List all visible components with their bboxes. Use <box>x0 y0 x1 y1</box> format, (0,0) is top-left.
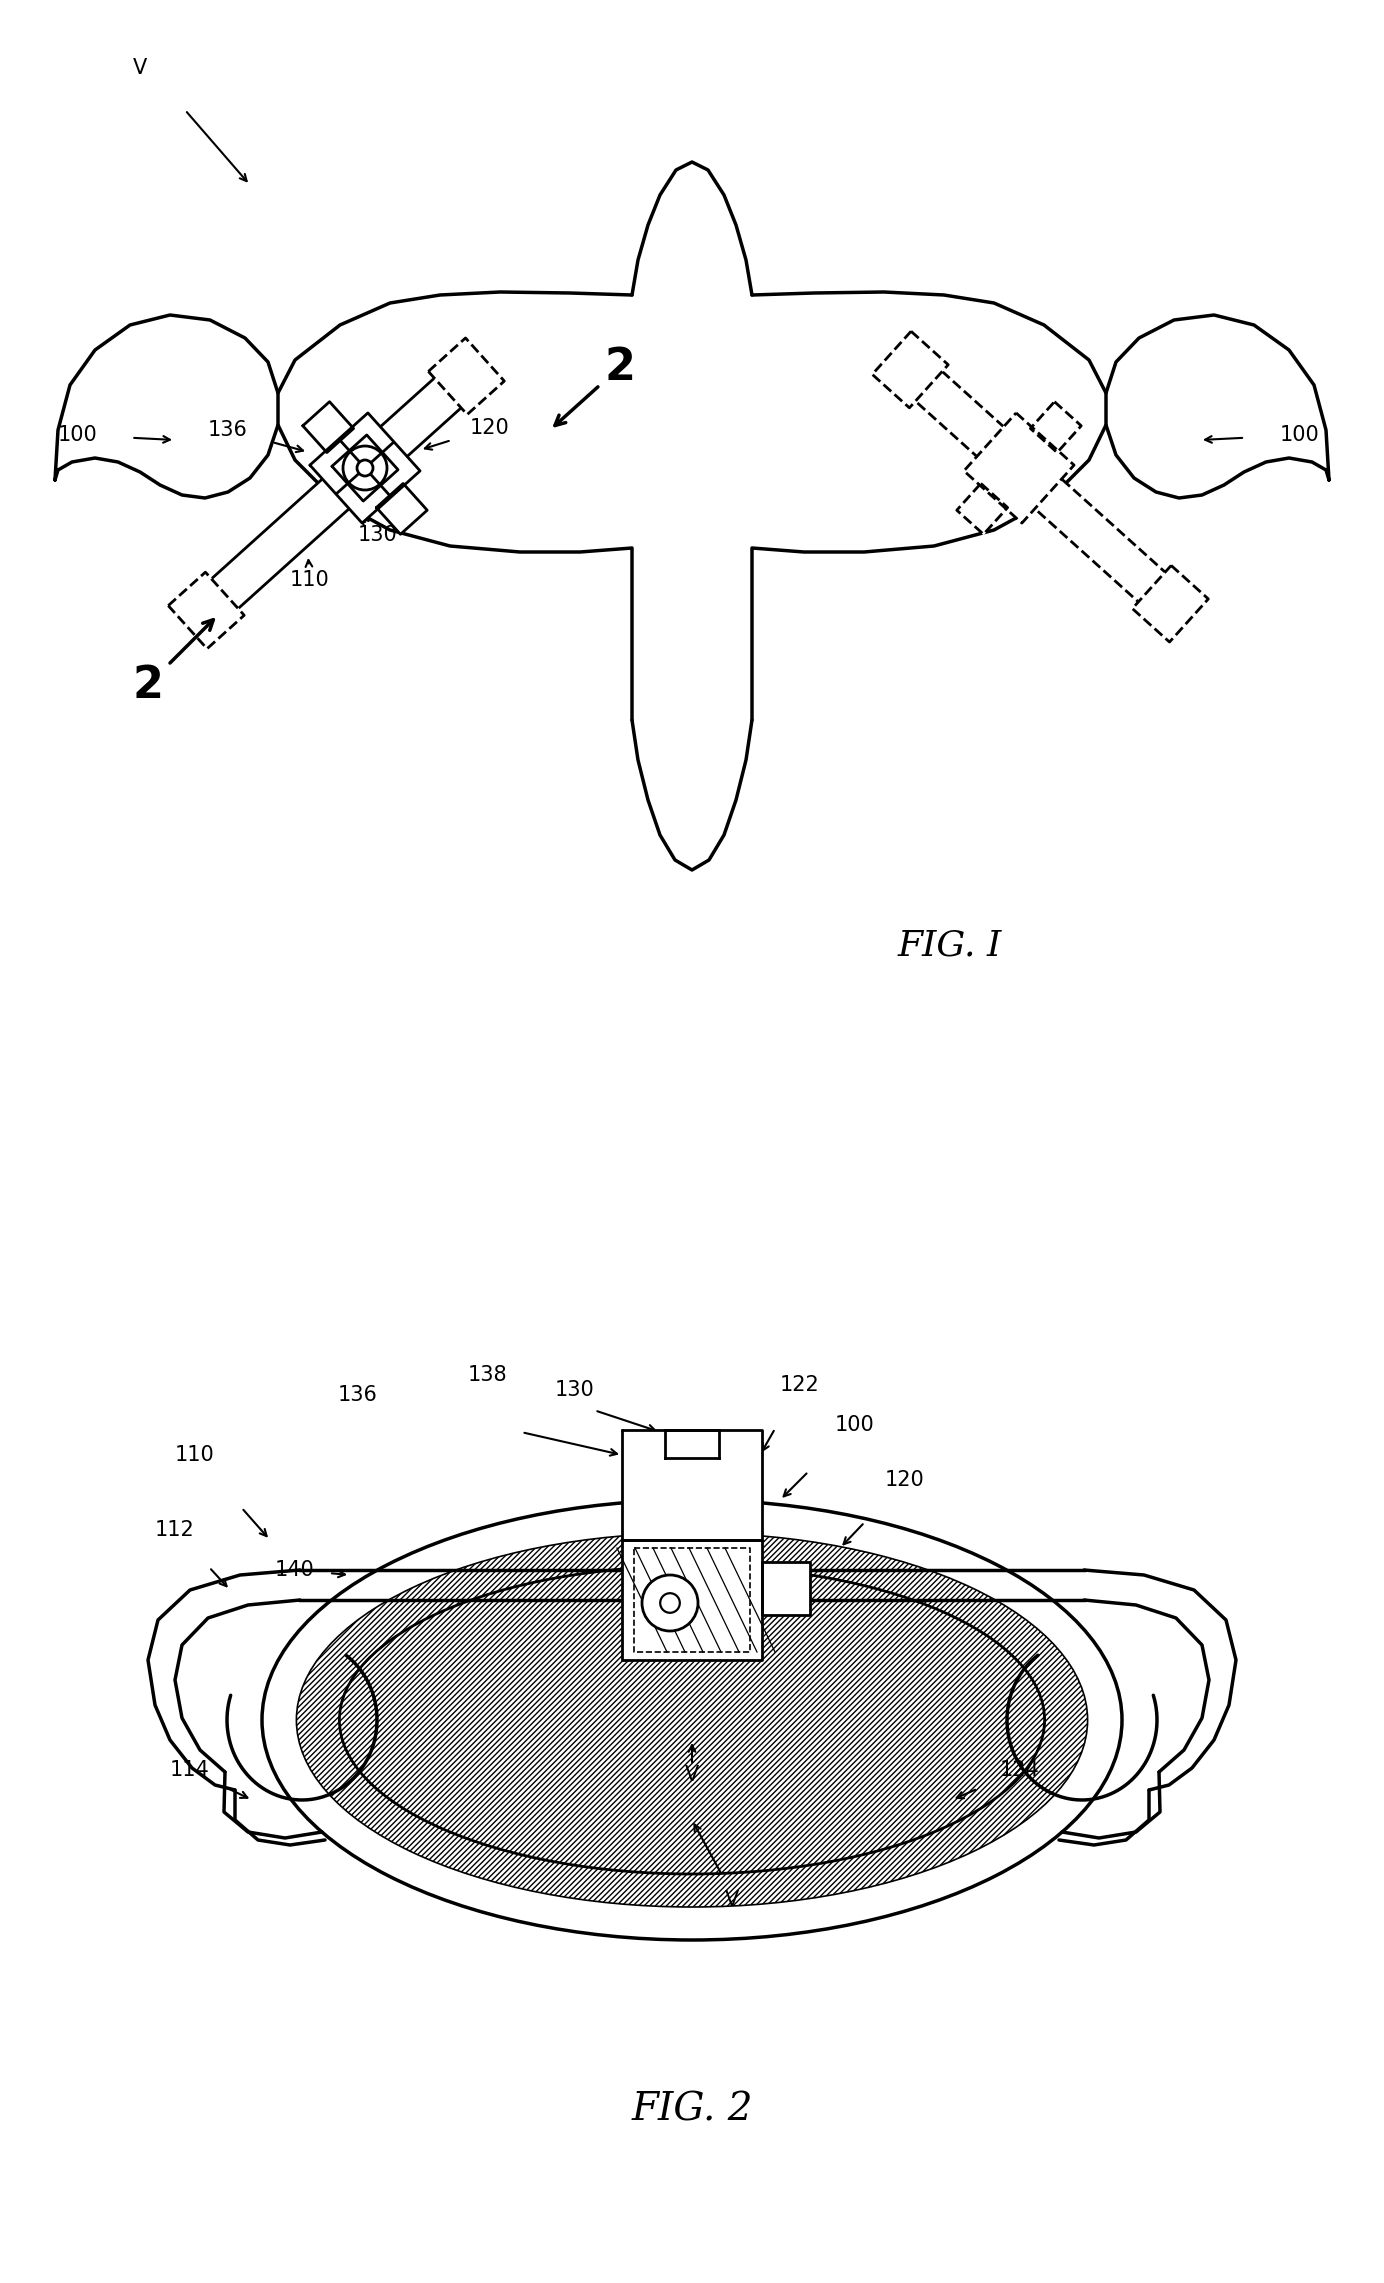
Polygon shape <box>332 436 399 500</box>
Polygon shape <box>763 1562 810 1614</box>
Text: 114: 114 <box>170 1760 210 1781</box>
Text: 100: 100 <box>835 1415 875 1436</box>
Circle shape <box>660 1594 680 1612</box>
Text: 138: 138 <box>468 1365 508 1386</box>
Text: V: V <box>685 1765 699 1785</box>
Circle shape <box>343 445 388 491</box>
Text: 136: 136 <box>208 420 248 441</box>
Polygon shape <box>904 361 1183 619</box>
Polygon shape <box>1106 315 1329 498</box>
Text: 100: 100 <box>58 425 98 445</box>
Text: FIG. 2: FIG. 2 <box>631 2091 753 2128</box>
Polygon shape <box>429 338 504 416</box>
Text: V: V <box>133 57 147 78</box>
Polygon shape <box>55 315 278 498</box>
Text: 120: 120 <box>471 418 509 438</box>
Polygon shape <box>303 402 354 452</box>
Text: 136: 136 <box>338 1386 378 1404</box>
Text: 130: 130 <box>555 1379 595 1399</box>
Ellipse shape <box>262 1500 1122 1941</box>
Text: 110: 110 <box>176 1445 215 1466</box>
Polygon shape <box>621 1429 763 1541</box>
Polygon shape <box>169 573 244 648</box>
Text: 2: 2 <box>133 664 163 705</box>
Text: 140: 140 <box>275 1559 316 1580</box>
Text: 120: 120 <box>886 1470 925 1491</box>
Text: 122: 122 <box>781 1374 819 1395</box>
Circle shape <box>357 459 374 475</box>
Polygon shape <box>621 1541 763 1660</box>
Text: 100: 100 <box>1280 425 1320 445</box>
Text: 124: 124 <box>1001 1760 1039 1781</box>
Text: 112: 112 <box>155 1520 195 1541</box>
Text: 2: 2 <box>605 347 635 390</box>
Polygon shape <box>956 484 1008 534</box>
Polygon shape <box>963 413 1074 523</box>
Text: 140: 140 <box>370 491 410 509</box>
Polygon shape <box>1132 566 1208 642</box>
Circle shape <box>642 1575 698 1630</box>
Polygon shape <box>376 484 428 534</box>
Text: V: V <box>725 1890 739 1911</box>
Polygon shape <box>1030 402 1081 452</box>
Polygon shape <box>872 331 948 409</box>
Text: FIG. I: FIG. I <box>898 927 1002 961</box>
Text: 130: 130 <box>358 525 397 546</box>
Polygon shape <box>201 361 480 619</box>
Polygon shape <box>310 413 421 523</box>
Text: 110: 110 <box>291 571 329 589</box>
